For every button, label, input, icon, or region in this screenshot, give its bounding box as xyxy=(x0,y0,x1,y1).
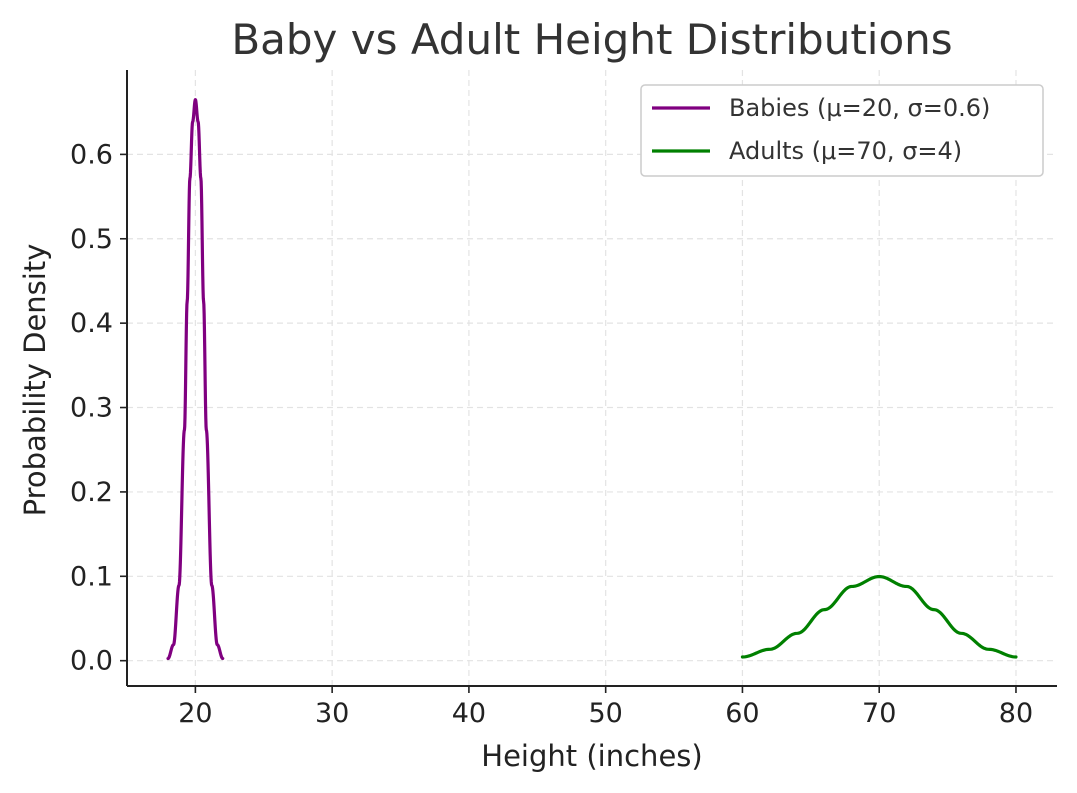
x-tick-label: 70 xyxy=(862,698,896,729)
y-tick-label: 0.0 xyxy=(70,646,113,677)
x-tick-label: 50 xyxy=(588,698,622,729)
y-tick-label: 0.4 xyxy=(70,308,113,339)
series-line-1 xyxy=(740,574,1018,659)
legend: Babies (μ=20, σ=0.6) Adults (μ=70, σ=4) xyxy=(640,84,1044,177)
y-tick-label: 0.6 xyxy=(70,139,113,170)
y-tick-label: 0.5 xyxy=(70,224,113,255)
y-axis-label: Probability Density xyxy=(18,244,52,517)
x-tick-label: 40 xyxy=(452,698,486,729)
x-tick-label: 20 xyxy=(178,698,212,729)
axes xyxy=(126,70,1057,687)
legend-label-0: Babies (μ=20, σ=0.6) xyxy=(729,94,990,122)
y-tick-label: 0.3 xyxy=(70,393,113,424)
grid xyxy=(127,70,1057,686)
x-tick-label: 80 xyxy=(999,698,1033,729)
y-tick-label: 0.2 xyxy=(70,477,113,508)
x-tick-label: 30 xyxy=(315,698,349,729)
x-tick-label: 60 xyxy=(725,698,759,729)
series-line-0 xyxy=(166,98,225,661)
chart-title: Baby vs Adult Height Distributions xyxy=(231,15,952,64)
x-ticks: 20 30 40 50 60 70 80 xyxy=(178,686,1033,729)
y-ticks: 0.0 0.1 0.2 0.3 0.4 0.5 0.6 xyxy=(70,139,127,677)
y-tick-label: 0.1 xyxy=(70,561,113,592)
legend-box xyxy=(640,84,1044,177)
x-axis-label: Height (inches) xyxy=(481,739,702,773)
series-lines xyxy=(166,98,1018,661)
legend-label-1: Adults (μ=70, σ=4) xyxy=(729,137,962,165)
